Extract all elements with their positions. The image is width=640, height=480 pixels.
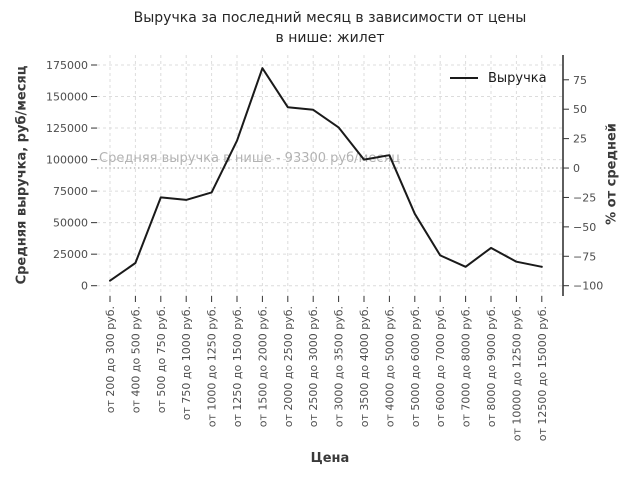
right-y-tick-label: −50 bbox=[573, 221, 596, 234]
x-tick-label: от 3000 до 3500 руб. bbox=[333, 306, 346, 427]
x-tick-label: от 2000 до 2500 руб. bbox=[282, 306, 295, 427]
revenue-data-line bbox=[109, 67, 543, 282]
x-tick-label: от 200 до 300 руб. bbox=[104, 306, 117, 413]
x-axis-label: Цена bbox=[310, 451, 350, 466]
left-y-tick-label: 150000 bbox=[46, 91, 88, 104]
x-tick-label: от 400 до 500 руб. bbox=[129, 306, 142, 413]
chart-title: Выручка за последний месяц в зависимости… bbox=[97, 8, 563, 48]
left-y-tick-label: 25000 bbox=[53, 248, 88, 261]
average-annotation-label: Средняя выручка в нише - 93300 руб/месяц bbox=[99, 151, 400, 166]
x-tick-label: от 2500 до 3000 руб. bbox=[307, 306, 320, 427]
x-tick-label: от 4000 до 5000 руб. bbox=[383, 306, 396, 427]
x-tick-label: от 6000 до 7000 руб. bbox=[434, 306, 447, 427]
x-tick-label: от 10000 до 12500 руб. bbox=[510, 306, 523, 441]
left-y-tick-label: 125000 bbox=[46, 122, 88, 135]
chart-title-line1: Выручка за последний месяц в зависимости… bbox=[133, 10, 527, 26]
left-axis-label: Средняя выручка, руб/месяц bbox=[14, 65, 30, 285]
right-axis-label: % от средней bbox=[604, 123, 620, 225]
legend: Выручка bbox=[450, 70, 547, 86]
x-tick-label: от 12500 до 15000 руб. bbox=[536, 306, 549, 441]
left-y-tick-label: 100000 bbox=[46, 154, 88, 167]
right-y-tick-label: −75 bbox=[573, 250, 596, 263]
left-y-tick-label: 75000 bbox=[53, 185, 88, 198]
x-tick-label: от 1500 до 2000 руб. bbox=[256, 306, 269, 427]
left-y-tick-label: 175000 bbox=[46, 59, 88, 72]
right-y-tick-label: 50 bbox=[573, 103, 587, 116]
x-tick-label: от 3500 до 4000 руб. bbox=[358, 306, 371, 427]
right-y-tick-label: −100 bbox=[573, 280, 603, 293]
x-tick-label: от 5000 до 6000 руб. bbox=[409, 306, 422, 427]
left-y-tick-label: 0 bbox=[81, 280, 88, 293]
legend-entry-label: Выручка bbox=[488, 70, 547, 86]
right-y-tick-label: −25 bbox=[573, 191, 596, 204]
x-tick-label: от 750 до 1000 руб. bbox=[180, 306, 193, 420]
left-y-tick-label: 50000 bbox=[53, 217, 88, 230]
x-tick-label: от 500 до 750 руб. bbox=[155, 306, 168, 413]
chart-title-line2: в нише: жилет bbox=[275, 30, 385, 46]
x-tick-label: от 8000 до 9000 руб. bbox=[485, 306, 498, 427]
right-y-tick-label: 75 bbox=[573, 74, 587, 87]
x-tick-label: от 7000 до 8000 руб. bbox=[460, 306, 473, 427]
x-tick-label: от 1250 до 1500 руб. bbox=[231, 306, 244, 427]
right-y-tick-label: 0 bbox=[573, 162, 580, 175]
x-tick-label: от 1000 до 1250 руб. bbox=[206, 306, 219, 427]
legend-line-sample-icon bbox=[450, 77, 478, 79]
right-y-tick-label: 25 bbox=[573, 133, 587, 146]
